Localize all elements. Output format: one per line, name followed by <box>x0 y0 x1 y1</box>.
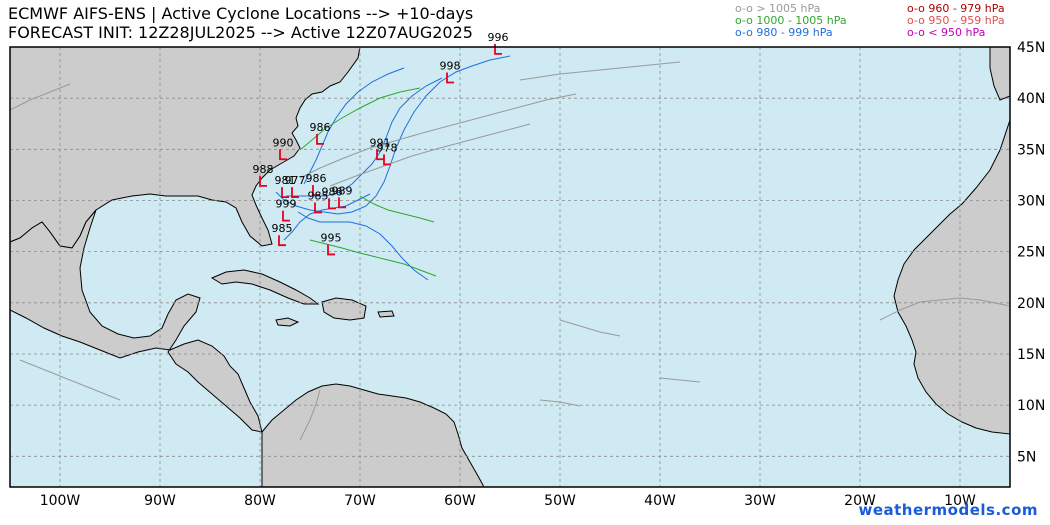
forecast-init-subtitle: FORECAST INIT: 12Z28JUL2025 --> Active 1… <box>8 23 473 42</box>
track-blue-4 <box>303 67 405 185</box>
pressure-label: 996 <box>488 31 509 44</box>
pressure-label: 989 <box>332 184 353 197</box>
legend-item-950-959: o-o 950 - 959 hPa <box>907 14 1005 27</box>
longitude-label: 30W <box>744 493 776 509</box>
latitude-label: 25N <box>1017 245 1045 261</box>
land-hispaniola <box>321 297 367 321</box>
pressure-label: 990 <box>273 136 294 149</box>
latitude-label: 15N <box>1017 347 1045 363</box>
cyclone-tracks <box>9 55 1011 441</box>
legend-item-960-979: o-o 960 - 979 hPa <box>907 2 1005 15</box>
pressure-label: 978 <box>377 141 398 154</box>
longitude-label: 80W <box>244 493 276 509</box>
track-blue-1 <box>275 55 511 215</box>
pressure-label: 995 <box>321 231 342 244</box>
land-puerto-rico <box>377 310 395 318</box>
legend-item-1000-1005: o-o 1000 - 1005 hPa <box>735 14 847 27</box>
longitude-label: 60W <box>444 493 476 509</box>
legend-item-980-999: o-o 980 - 999 hPa <box>735 26 833 39</box>
low-marker <box>281 187 289 199</box>
track-blue-5 <box>283 193 371 241</box>
land-mexico-central-america <box>9 209 263 433</box>
track-gray-2 <box>329 123 531 187</box>
legend-item-gt1005: o-o > 1005 hPa <box>735 2 821 15</box>
low-marker <box>316 133 324 145</box>
low-marker <box>291 187 299 199</box>
latitude-label: 30N <box>1017 193 1045 209</box>
low-markers <box>259 43 502 256</box>
pressure-label: 985 <box>308 189 329 202</box>
low-marker <box>312 185 320 196</box>
landmasses <box>9 46 1011 488</box>
website-credit: weathermodels.com <box>858 501 1038 519</box>
legend-column-2: o-o 960 - 979 hPa o-o 950 - 959 hPa o-o … <box>907 3 1005 39</box>
longitude-label: 10W <box>944 493 976 509</box>
pressure-label: 988 <box>253 163 274 176</box>
pressure-label: 981 <box>275 174 296 187</box>
track-gray-10 <box>299 389 321 441</box>
track-gray-3 <box>519 61 681 81</box>
map-frame <box>9 46 1011 488</box>
low-marker <box>338 197 346 209</box>
longitude-label: 70W <box>344 493 376 509</box>
latitude-label: 45N <box>1017 40 1045 56</box>
low-marker <box>376 149 384 161</box>
pressure-label: 991 <box>370 136 391 149</box>
pressure-label: 986 <box>306 172 327 185</box>
low-marker <box>278 235 286 247</box>
track-gray-9 <box>9 83 71 111</box>
track-gray-5 <box>659 377 701 383</box>
low-marker <box>282 210 290 222</box>
land-south-america <box>261 383 485 488</box>
low-marker <box>446 72 454 84</box>
track-green-3 <box>359 195 435 223</box>
track-green-2 <box>309 239 437 277</box>
latitude-label: 20N <box>1017 296 1045 312</box>
latitude-label: 40N <box>1017 91 1045 107</box>
longitude-label: 20W <box>844 493 876 509</box>
pressure-label: 999 <box>276 198 297 211</box>
longitude-label: 40W <box>644 493 676 509</box>
land-jamaica <box>275 317 300 327</box>
low-marker <box>259 175 267 187</box>
track-gray-7 <box>879 297 1011 321</box>
low-marker <box>383 154 391 166</box>
pressure-label: 986 <box>322 185 343 198</box>
latitude-label: 10N <box>1017 398 1045 414</box>
legend-column-1: o-o > 1005 hPa o-o 1000 - 1005 hPa o-o 9… <box>735 3 847 39</box>
low-marker <box>328 198 336 210</box>
track-gray-1 <box>299 93 577 179</box>
low-marker <box>279 149 287 161</box>
longitude-label: 100W <box>40 493 81 509</box>
track-blue-2 <box>286 77 443 197</box>
track-gray-6 <box>539 399 581 407</box>
longitude-label: 90W <box>144 493 176 509</box>
pressure-label: 985 <box>272 222 293 235</box>
longitude-label: 50W <box>544 493 576 509</box>
low-marker <box>327 244 335 256</box>
track-gray-4 <box>559 319 621 337</box>
pressure-label: 977 <box>285 174 306 187</box>
land-cuba <box>210 269 320 305</box>
latitude-labels: 45N 40N 35N 30N 25N 20N 15N 10N 5N <box>1017 40 1045 465</box>
track-gray-8 <box>19 359 121 401</box>
chart-title: ECMWF AIFS-ENS | Active Cyclone Location… <box>8 4 474 23</box>
pressure-label: 998 <box>440 60 461 73</box>
latitude-label: 35N <box>1017 142 1045 158</box>
longitude-labels: 100W 90W 80W 70W 60W 50W 40W 30W 20W 10W <box>40 493 976 509</box>
track-blue-3 <box>297 211 429 281</box>
track-green-1 <box>299 87 421 151</box>
legend-item-lt950: o-o < 950 hPa <box>907 26 986 39</box>
low-marker <box>314 202 322 214</box>
pressure-label: 986 <box>310 121 331 134</box>
latitude-label: 5N <box>1017 449 1036 465</box>
